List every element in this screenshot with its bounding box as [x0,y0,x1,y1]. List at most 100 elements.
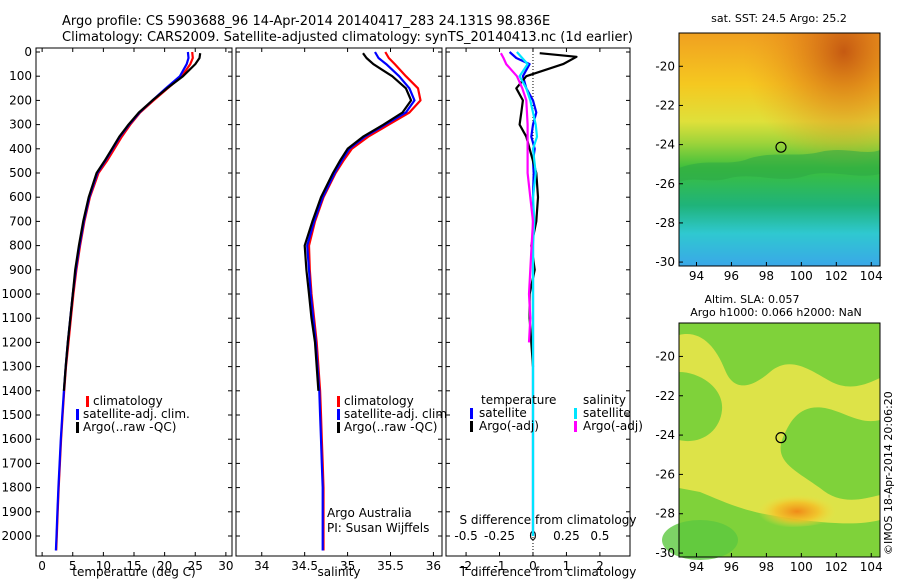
sla-map-high-band [679,334,880,524]
sst-map-front [679,150,880,182]
depth-tick-label: 700 [9,214,32,228]
x-tick-label: 1 [563,559,571,573]
difference-xlabel-top: S difference from climatology [460,513,637,527]
legend-label-temp-satellite: satellite [479,406,527,420]
credit-line1: Argo Australia [327,506,412,520]
legend-label-satellite: satellite-adj. clim. [83,407,190,421]
x-tick-label: 15 [126,559,141,573]
top-x-tick-label: -0.5 [454,529,477,543]
x-tick-label: 36 [426,559,441,573]
legend-label-climatology: climatology [93,394,163,408]
depth-tick-label: 1000 [1,287,32,301]
series-line-salinity-satellite [516,51,539,536]
depth-tick-label: 1100 [1,311,32,325]
difference-panel: -2 -1 0 1 2-0.5 -0.25 0 0.25 0.5 S difference fr… [445,47,643,579]
depth-axis: 0 100 200 300 400 500 600 700 800 900 1000 1100 1200… [1,45,232,543]
series-line-satellite-adj-clim- [306,51,416,551]
map-x-tick-label: 100 [790,560,813,574]
depth-tick-label: 1800 [1,481,32,495]
salinity-xlabel: salinity [317,565,360,579]
map-x-tick-label: 102 [825,560,848,574]
difference-xlabel: T difference from climatology [459,565,637,579]
map-x-tick-label: 94 [689,269,704,283]
sst-argo-position-marker [775,141,787,153]
salinity-series [303,51,422,551]
top-x-tick-label: 0.25 [553,529,580,543]
map-y-tick-label: -30 [655,255,675,269]
sla-map-low-left [662,520,738,560]
depth-tick-label: 100 [9,69,32,83]
map-y-tick-label: -30 [655,546,675,560]
temperature-xlabel: temperature (deg C) [72,565,195,579]
legend-swatch-argo [76,422,79,433]
x-tick-label: 5 [69,559,77,573]
salinity-legend: climatology satellite-adj. clim. Argo(..… [337,394,451,434]
credit-line2: PI: Susan Wijffels [327,521,429,535]
map-x-tick-label: 96 [724,560,739,574]
temperature-legend: climatology satellite-adj. clim. Argo(..… [76,394,190,434]
salinity-axes-frame [235,47,443,557]
legend-label-argo: Argo(..raw -QC) [344,420,437,434]
sst-map-panel: sat. SST: 24.5 Argo: 25.2 94 96 98 100 102 10… [655,12,882,283]
map-y-tick-label: -26 [655,467,675,481]
sla-argo-position-marker [775,432,787,444]
depth-tick-label: 1200 [1,335,32,349]
legend-label-sal-argo: Argo(-adj) [583,419,643,433]
depth-tick-label: 2000 [1,529,32,543]
temperature-axes-frame [35,47,233,557]
difference-depth-ticks [446,51,630,537]
series-line-salinity-argo-adj- [499,52,535,343]
map-x-tick-label: 102 [825,269,848,283]
difference-x-axis: -2 -1 0 1 2-0.5 -0.25 0 0.25 0.5 [454,48,609,573]
x-tick-label: 25 [188,559,203,573]
x-tick-label: 0 [529,559,537,573]
sla-map-axes: 94 96 98 100 102 104 -20 -22 -24 -26 -28 -30 [655,349,882,574]
map-x-tick-label: 96 [724,269,739,283]
x-tick-label: 0 [38,559,46,573]
depth-tick-label: 600 [9,190,32,204]
temperature-panel: 0100200300400500600700800900100011001200… [1,45,233,579]
legend-label-temp-argo: Argo(-adj) [479,419,539,433]
difference-legend: temperature salinity satellite Argo(-adj… [470,393,643,433]
depth-tick-label: 1400 [1,384,32,398]
top-x-tick-label: 0.5 [590,529,609,543]
legend-label-climatology: climatology [344,394,414,408]
map-x-tick-label: 104 [860,269,883,283]
sla-map-title-line2: Argo h1000: 0.066 h2000: NaN [690,306,862,319]
legend-swatch-climatology [337,396,340,407]
sla-map-title-line1: Altim. SLA: 0.057 [704,293,799,306]
map-x-tick-label: 100 [790,269,813,283]
map-y-tick-label: -28 [655,216,675,230]
sst-map-title: sat. SST: 24.5 Argo: 25.2 [711,12,847,25]
depth-tick-label: 0 [24,45,32,59]
legend-swatch-temp-argo [470,421,473,432]
map-y-tick-label: -28 [655,507,675,521]
sla-map-hot-spot [720,467,860,527]
depth-tick-label: 200 [9,93,32,107]
map-x-tick-label: 104 [860,560,883,574]
temperature-series [54,51,202,551]
map-y-tick-label: -26 [655,177,675,191]
x-tick-label: 35.5 [377,559,404,573]
map-y-tick-label: -22 [655,389,675,403]
legend-swatch-satellite [337,409,340,420]
salinity-panel: 34 34.5 35 35.5 36 salinity climatology sate… [235,47,451,579]
depth-tick-label: 1700 [1,456,32,470]
x-tick-label: 34 [254,559,269,573]
series-line-argo-raw-qc- [62,53,202,391]
map-x-tick-label: 98 [759,269,774,283]
difference-axes-frame [445,47,631,557]
depth-tick-label: 900 [9,263,32,277]
legend-label-sal-satellite: satellite [583,406,631,420]
sst-map-warm-region [679,33,880,266]
depth-tick-label: 1300 [1,360,32,374]
difference-series [499,51,578,536]
depth-tick-label: 1500 [1,408,32,422]
salinity-depth-ticks [236,51,442,537]
legend-swatch-sal-argo [574,421,577,432]
legend-label-argo: Argo(..raw -QC) [83,420,176,434]
map-y-tick-label: -24 [655,428,675,442]
depth-tick-label: 1600 [1,432,32,446]
map-y-tick-label: -20 [655,59,675,73]
